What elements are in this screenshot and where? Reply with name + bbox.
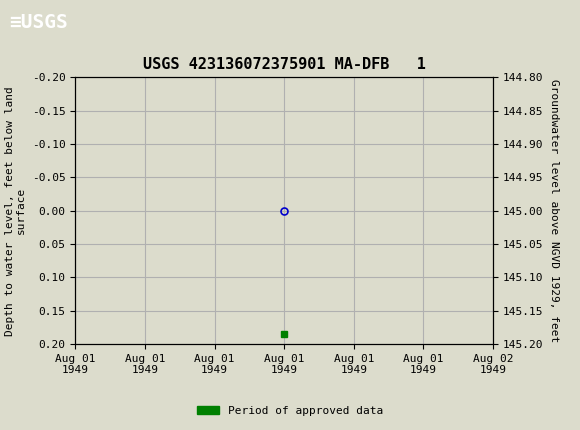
Y-axis label: Groundwater level above NGVD 1929, feet: Groundwater level above NGVD 1929, feet bbox=[549, 79, 559, 342]
Title: USGS 423136072375901 MA-DFB   1: USGS 423136072375901 MA-DFB 1 bbox=[143, 57, 426, 72]
Text: ≡USGS: ≡USGS bbox=[9, 13, 67, 32]
Y-axis label: Depth to water level, feet below land
surface: Depth to water level, feet below land su… bbox=[5, 86, 26, 335]
Legend: Period of approved data: Period of approved data bbox=[193, 401, 387, 420]
